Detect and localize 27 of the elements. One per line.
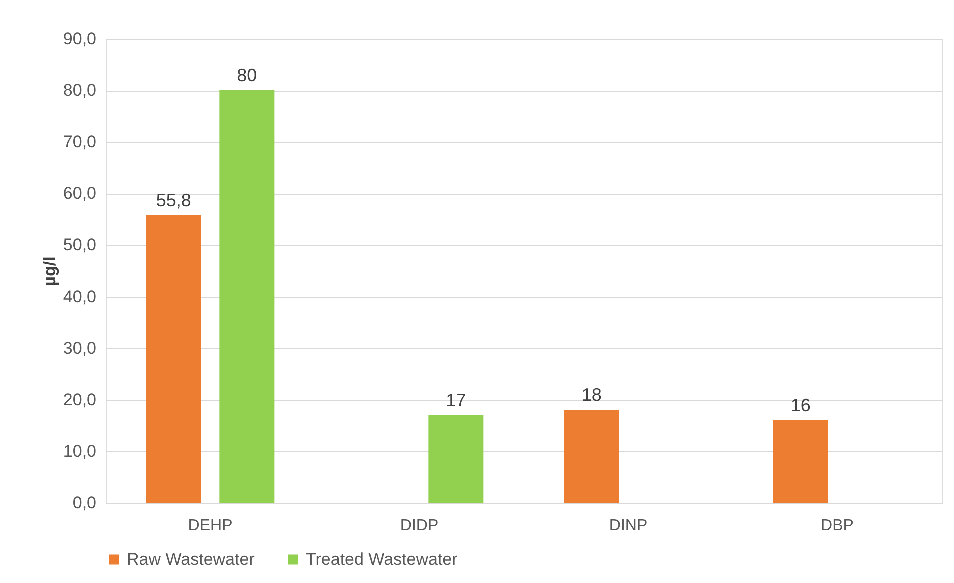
data-label: 17 (446, 390, 466, 410)
data-label: 16 (790, 396, 811, 416)
data-label: 55,8 (156, 190, 192, 210)
y-tick-label: 10,0 (63, 442, 96, 461)
data-label: 80 (237, 66, 258, 86)
bar (773, 420, 828, 503)
x-tick-label: DEHP (188, 518, 233, 534)
y-axis-title: µg/l (40, 256, 60, 286)
bar (428, 415, 484, 503)
y-tick-label: 90,0 (63, 30, 96, 48)
y-tick-label: 20,0 (63, 390, 96, 410)
x-tick-label: DINP (609, 518, 648, 534)
data-label: 18 (582, 385, 602, 406)
bar (564, 410, 620, 503)
legend-label: Raw Wastewater (127, 550, 256, 569)
y-tick-label: 30,0 (63, 338, 96, 358)
bar (146, 215, 202, 503)
x-tick-label: DIDP (400, 518, 439, 534)
y-tick-label: 60,0 (63, 184, 96, 204)
y-tick-label: 0,0 (72, 494, 96, 512)
legend-label: Treated Wastewater (306, 550, 458, 569)
y-tick-label: 70,0 (63, 132, 96, 152)
y-tick-label: 40,0 (63, 287, 96, 306)
y-tick-label: 50,0 (63, 236, 96, 255)
y-tick-label: 80,0 (63, 81, 96, 100)
bar (220, 90, 275, 503)
x-tick-label: DBP (821, 518, 854, 534)
